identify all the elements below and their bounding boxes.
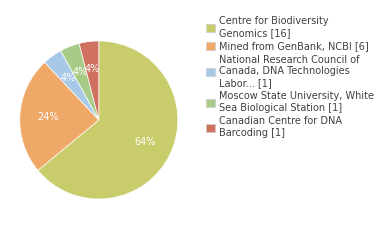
- Wedge shape: [61, 43, 99, 120]
- Text: 64%: 64%: [135, 137, 156, 147]
- Text: 4%: 4%: [61, 73, 76, 84]
- Wedge shape: [45, 51, 99, 120]
- Text: 4%: 4%: [85, 64, 100, 74]
- Text: 4%: 4%: [72, 67, 87, 77]
- Legend: Centre for Biodiversity
Genomics [16], Mined from GenBank, NCBI [6], National Re: Centre for Biodiversity Genomics [16], M…: [206, 16, 374, 138]
- Wedge shape: [20, 62, 99, 170]
- Text: 24%: 24%: [37, 112, 58, 122]
- Wedge shape: [79, 41, 99, 120]
- Wedge shape: [38, 41, 178, 199]
